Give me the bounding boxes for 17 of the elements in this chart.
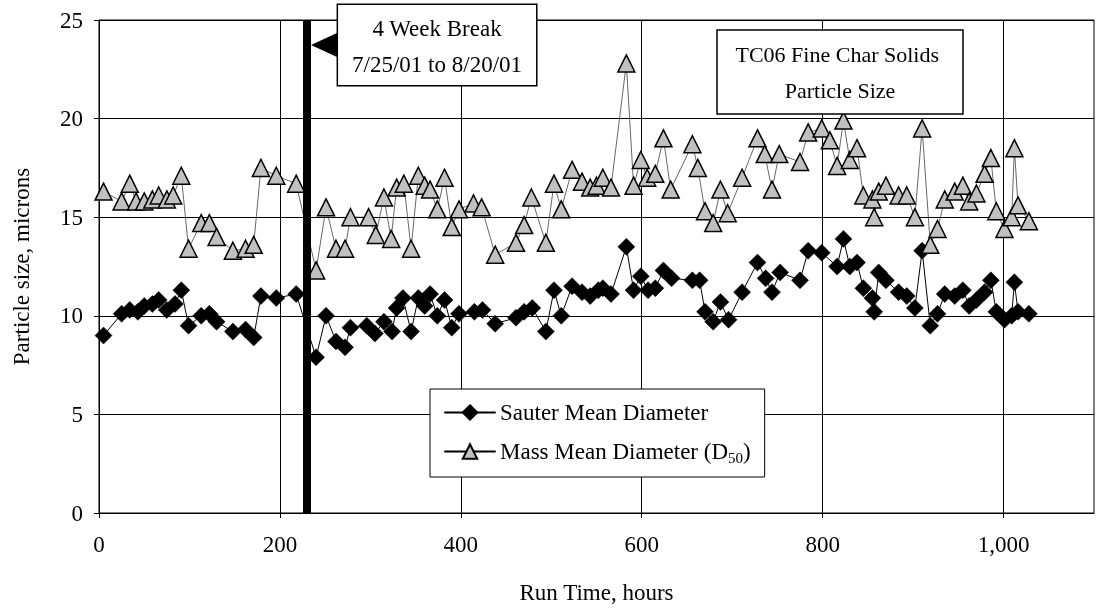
legend-label: Sauter Mean Diameter — [500, 400, 709, 425]
y-axis-title: Particle size, microns — [9, 167, 34, 366]
y-tick-label: 5 — [71, 401, 83, 427]
y-tick-label: 20 — [60, 106, 83, 132]
x-tick-label: 600 — [624, 532, 659, 557]
x-tick-label: 200 — [262, 532, 298, 557]
x-tick-label: 1,000 — [977, 532, 1030, 557]
y-tick-label: 15 — [60, 204, 83, 230]
x-tick-label: 400 — [443, 532, 479, 557]
ref-line-label: 4 Week Break 7/25/01 to 8/20/01 — [352, 15, 523, 77]
y-tick-label: 0 — [71, 500, 83, 526]
x-tick-label: 0 — [93, 532, 105, 557]
y-tick-label: 25 — [60, 7, 83, 33]
x-tick-label: 800 — [805, 532, 840, 557]
x-axis-title: Run Time, hours — [519, 580, 674, 605]
y-tick-label: 10 — [60, 303, 83, 329]
text: TC06 Fine Char Solids Particle Size — [735, 41, 945, 103]
